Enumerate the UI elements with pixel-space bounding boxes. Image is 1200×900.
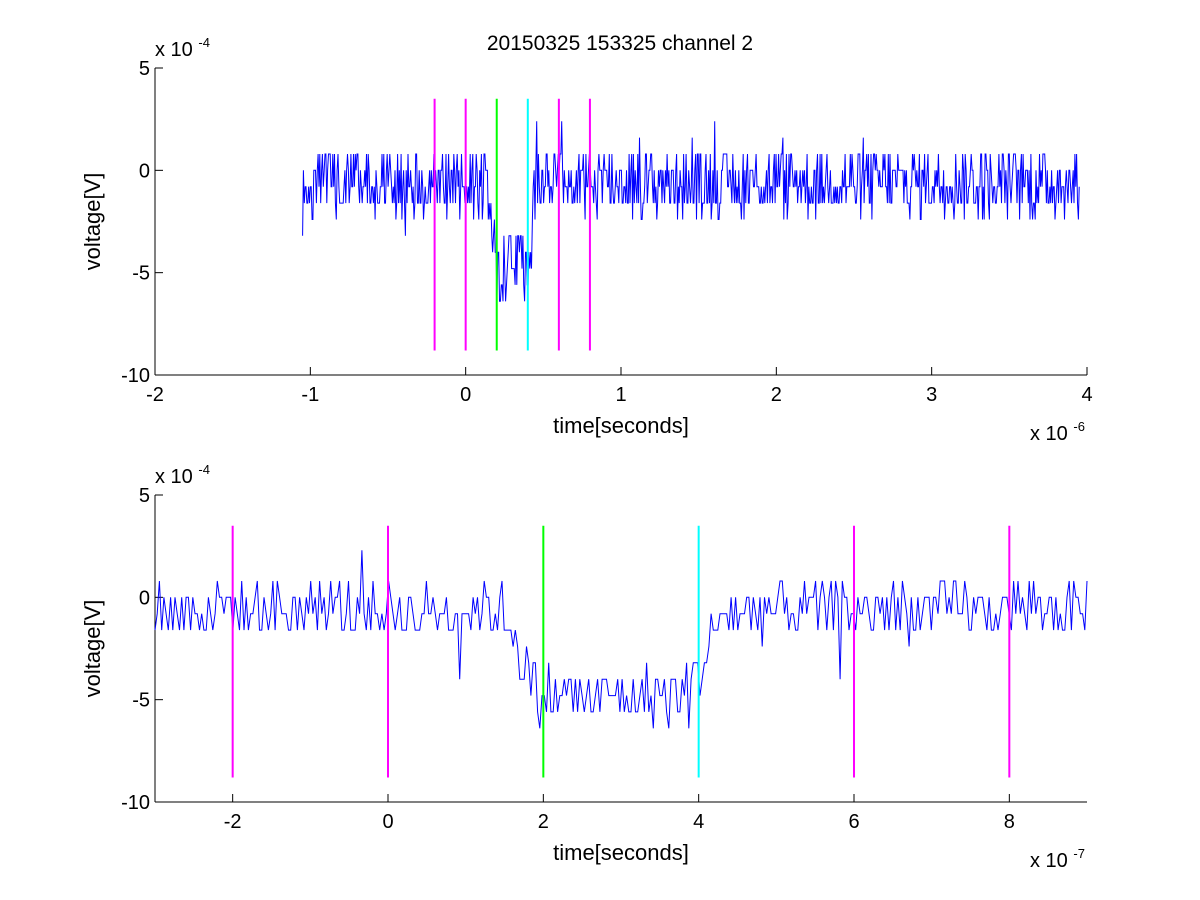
y-tick-label: -10: [121, 365, 150, 387]
y-tick-label: 5: [139, 485, 150, 507]
y-axis-label: voltage[V]: [80, 173, 105, 271]
y-tick-label: -5: [132, 263, 150, 285]
x-multiplier: x 10 -6: [1030, 419, 1085, 445]
x-tick-label: 0: [460, 384, 471, 406]
x-tick-label: -2: [224, 811, 242, 833]
x-tick-label: 4: [693, 811, 704, 833]
y-axis-label: voltage[V]: [80, 600, 105, 698]
chart-title: 20150325 153325 channel 2: [487, 32, 753, 55]
y-tick-label: 0: [139, 160, 150, 182]
y-tick-label: -10: [121, 792, 150, 814]
x-tick-label: -1: [301, 384, 319, 406]
x-multiplier: x 10 -7: [1030, 846, 1085, 872]
x-tick-label: 2: [771, 384, 782, 406]
y-tick-label: 5: [139, 58, 150, 80]
x-tick-label: 0: [382, 811, 393, 833]
y-tick-label: 0: [139, 587, 150, 609]
x-tick-label: 4: [1081, 384, 1092, 406]
x-tick-label: 6: [848, 811, 859, 833]
signal-trace: [154, 550, 1088, 729]
x-axis-label: time[seconds]: [553, 840, 689, 865]
x-tick-label: -2: [146, 384, 164, 406]
x-tick-label: 3: [926, 384, 937, 406]
y-multiplier: x 10 -4: [155, 462, 210, 488]
x-axis-label: time[seconds]: [553, 413, 689, 438]
y-multiplier: x 10 -4: [155, 35, 210, 61]
x-tick-label: 8: [1004, 811, 1015, 833]
x-tick-label: 2: [538, 811, 549, 833]
signal-trace: [302, 121, 1080, 302]
bottom-plot: -2 0 2 4 6 8 -10 -5 0 5x 10 -4 x 10 -7 time[seconds…: [80, 462, 1088, 872]
x-tick-label: 1: [615, 384, 626, 406]
y-tick-label: -5: [132, 690, 150, 712]
